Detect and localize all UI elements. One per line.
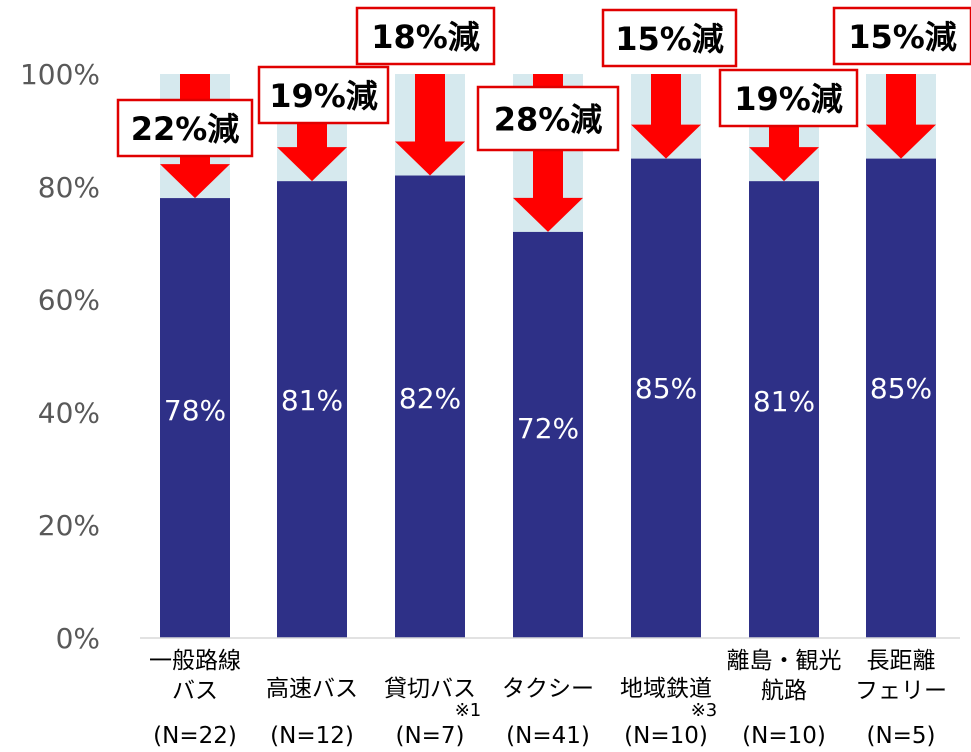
category-label: タクシー — [502, 676, 594, 702]
bar — [160, 198, 230, 638]
y-tick-label: 60% — [38, 284, 100, 317]
category-label: バス — [172, 678, 218, 704]
decrease-label: 22%減 — [131, 110, 240, 148]
category-n-label: (N=22) — [153, 723, 237, 749]
category-n-label: (N=41) — [506, 723, 590, 749]
decrease-label-box — [476, 85, 620, 152]
decrease-label-box — [355, 6, 496, 66]
category-n-label: (N=10) — [742, 723, 826, 749]
decrease-label: 28%減 — [494, 101, 603, 139]
category-label: 貸切バス — [384, 676, 476, 702]
y-tick-label: 20% — [38, 509, 100, 542]
decrease-arrow — [395, 74, 465, 176]
y-axis: 0% 20% 40% 60% 80% 100% — [20, 58, 100, 655]
decrease-label-box — [257, 65, 390, 125]
value-label: 82% — [399, 382, 461, 415]
value-labels: 78% 81% 82% 72% 85% 81% 85% — [164, 372, 932, 445]
decrease-label: 15%減 — [848, 18, 957, 56]
bar — [513, 231, 583, 639]
decrease-label-box — [601, 8, 738, 68]
value-label: 85% — [870, 372, 932, 405]
value-label: 85% — [635, 372, 697, 405]
decrease-arrow — [631, 74, 701, 159]
value-label: 78% — [164, 394, 226, 427]
decrease-arrow — [277, 74, 347, 182]
category-label: フェリー — [855, 678, 947, 704]
decrease-label: 19%減 — [734, 80, 843, 118]
y-tick-label: 100% — [20, 58, 100, 91]
y-tick-label: 40% — [38, 396, 100, 429]
decrease-arrows: 22%減19%減18%減28%減15%減19%減15%減 — [116, 6, 971, 232]
bar — [866, 158, 936, 638]
y-tick-label: 80% — [38, 171, 100, 204]
decrease-label-box — [832, 6, 971, 66]
bar — [749, 181, 819, 638]
value-label: 81% — [753, 385, 815, 418]
decrease-arrow — [749, 74, 819, 182]
category-n-label: (N=5) — [866, 723, 935, 749]
category-label: 地域鉄道 — [620, 676, 712, 702]
bar — [395, 175, 465, 638]
decrease-label-box — [116, 98, 254, 158]
decrease-label: 18%減 — [371, 18, 480, 56]
bars — [160, 74, 936, 639]
category-label: 一般路線 — [149, 648, 241, 674]
category-label: 高速バス — [266, 676, 358, 702]
decrease-label-box — [718, 68, 859, 128]
category-n-label: (N=10) — [624, 723, 708, 749]
category-label: 航路 — [761, 678, 807, 704]
bar — [631, 158, 701, 638]
category-label: 離島・観光 — [727, 648, 842, 674]
bar — [277, 181, 347, 638]
category-n-label: (N=12) — [270, 723, 354, 749]
category-n-label: (N=7) — [395, 723, 464, 749]
decrease-arrow — [866, 74, 936, 159]
category-note: ※1 — [455, 700, 482, 721]
decrease-label: 15%減 — [615, 20, 724, 58]
decrease-label: 19%減 — [269, 77, 378, 115]
category-note: ※3 — [691, 700, 718, 721]
decrease-arrow — [513, 74, 583, 232]
category-label: 長距離 — [867, 648, 936, 674]
value-label: 81% — [281, 384, 343, 417]
y-tick-label: 0% — [56, 622, 100, 655]
value-label: 72% — [517, 412, 579, 445]
